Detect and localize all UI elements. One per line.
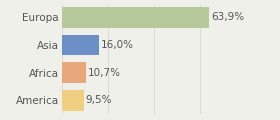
Text: 9,5%: 9,5% — [85, 95, 112, 105]
Bar — [62, 35, 99, 55]
Text: 10,7%: 10,7% — [88, 68, 121, 78]
Bar — [62, 90, 83, 111]
Text: 63,9%: 63,9% — [211, 12, 244, 22]
Bar — [62, 7, 209, 28]
Bar — [62, 62, 86, 83]
Text: 16,0%: 16,0% — [101, 40, 133, 50]
